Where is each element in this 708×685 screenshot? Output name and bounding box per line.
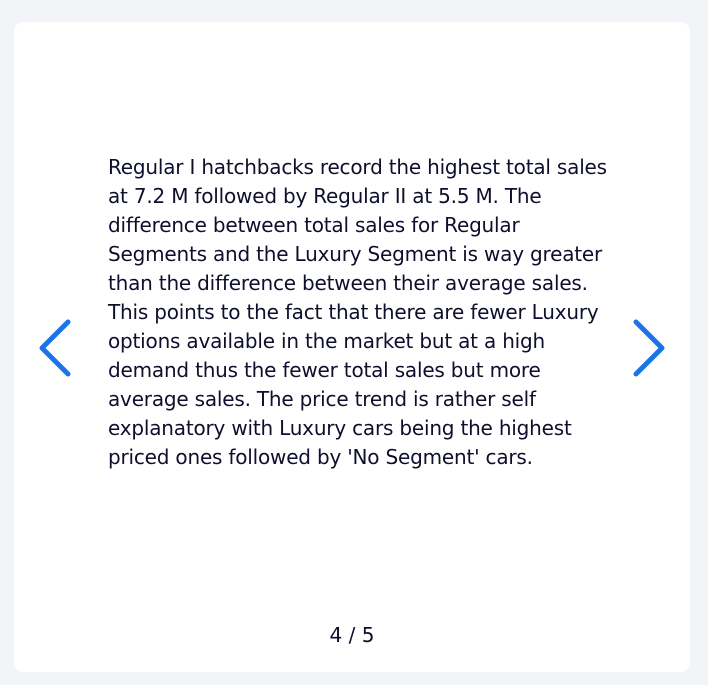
previous-slide-button[interactable] bbox=[36, 318, 76, 378]
slide-counter: 4 / 5 bbox=[329, 623, 375, 647]
slide-text: Regular I hatchbacks record the highest … bbox=[108, 155, 607, 469]
chevron-left-icon bbox=[36, 318, 76, 378]
next-slide-button[interactable] bbox=[628, 318, 668, 378]
slide-card: Regular I hatchbacks record the highest … bbox=[14, 22, 690, 672]
chevron-right-icon bbox=[628, 318, 668, 378]
